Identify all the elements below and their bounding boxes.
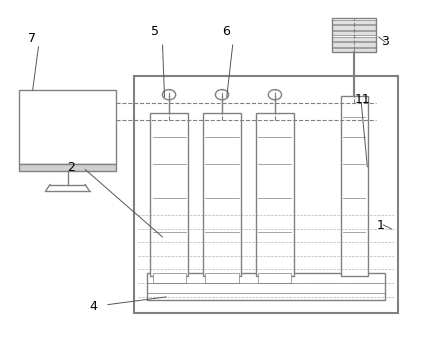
Bar	[332, 20, 377, 24]
Bar	[147, 273, 385, 300]
Bar	[258, 273, 292, 283]
Text: 7: 7	[28, 32, 36, 45]
Bar	[152, 273, 186, 283]
Bar	[332, 42, 377, 47]
Text: 11: 11	[354, 93, 370, 106]
Text: 1: 1	[377, 219, 385, 232]
Text: 3: 3	[381, 36, 388, 49]
Text: 4: 4	[90, 300, 98, 313]
Bar	[151, 113, 188, 276]
Bar	[332, 18, 377, 52]
Bar	[203, 113, 241, 276]
Text: 6: 6	[222, 25, 230, 38]
Text: 5: 5	[151, 25, 159, 38]
Bar	[134, 76, 398, 314]
Bar	[206, 273, 238, 283]
Bar	[19, 90, 116, 164]
Bar	[332, 31, 377, 35]
Text: 2: 2	[67, 161, 75, 174]
Bar	[256, 113, 293, 276]
Bar	[332, 37, 377, 41]
Bar	[19, 164, 116, 171]
Bar	[341, 96, 368, 276]
Bar	[332, 48, 377, 52]
Bar	[332, 25, 377, 30]
